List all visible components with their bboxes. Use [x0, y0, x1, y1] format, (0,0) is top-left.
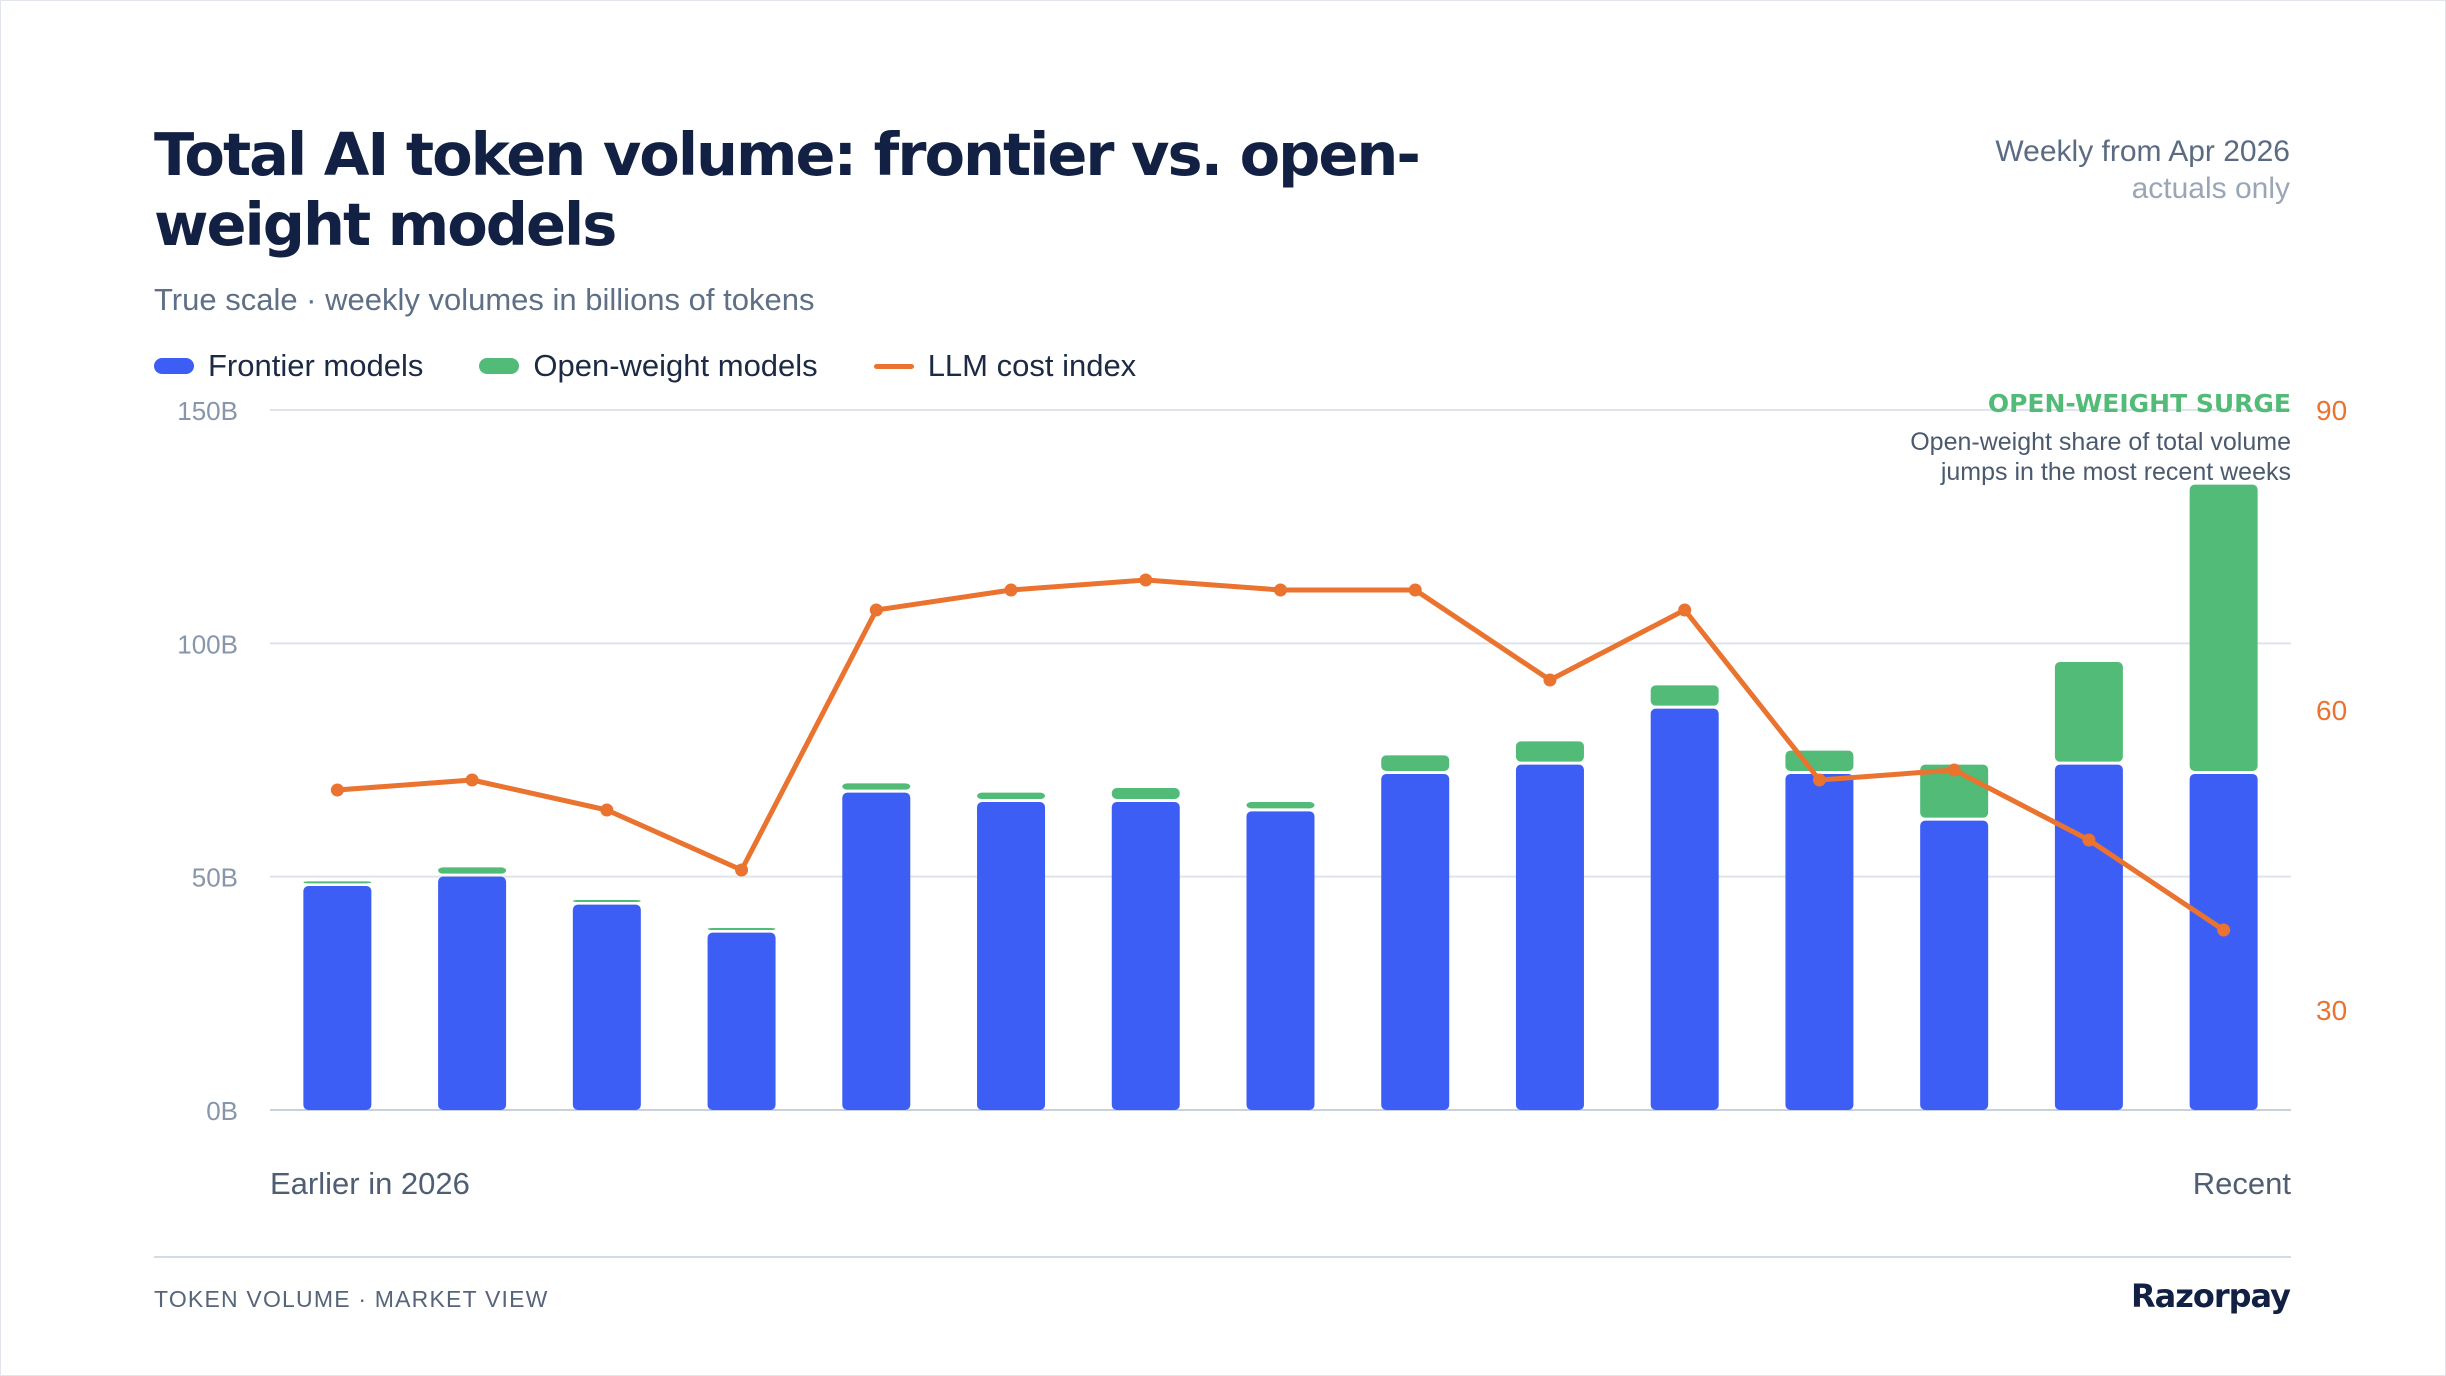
frontier-bar	[1785, 774, 1854, 1110]
y-tick-label: 0B	[206, 1096, 238, 1126]
legend-swatch-frontier	[154, 358, 194, 374]
cost-index-point	[735, 863, 749, 877]
cost-index-point	[1947, 763, 1961, 777]
y2-tick-label: 30	[2316, 995, 2347, 1026]
y2-tick-label: 60	[2316, 695, 2347, 726]
open-weight-bar	[1246, 802, 1315, 809]
x-label-end: Recent	[2193, 1166, 2292, 1201]
frontier-bar	[438, 876, 507, 1110]
footer-divider	[154, 1256, 2291, 1258]
open-weight-bar	[842, 783, 911, 790]
cost-index-point	[1274, 583, 1287, 597]
frontier-bar	[2189, 774, 2258, 1110]
x-label-start: Earlier in 2026	[270, 1166, 470, 1201]
cost-index-point	[869, 603, 883, 617]
footer-caption: TOKEN VOLUME · MARKET VIEW	[154, 1286, 549, 1312]
y-tick-label: 100B	[177, 629, 238, 659]
open-weight-bar	[977, 792, 1046, 799]
frontier-bar	[977, 802, 1046, 1110]
frontier-bar	[842, 792, 911, 1110]
cost-index-point	[1004, 583, 1018, 597]
frontier-bar	[303, 886, 372, 1110]
legend-item-cost-index: LLM cost index	[873, 348, 1137, 384]
cost-index-point	[2082, 833, 2096, 847]
legend-item-open-weight: Open-weight models	[479, 348, 818, 384]
surge-annotation: OPEN-WEIGHT SURGE Open-weight share of t…	[1910, 389, 2291, 486]
frontier-bar	[1515, 764, 1584, 1110]
frontier-bar	[1111, 802, 1180, 1110]
legend-item-frontier: Frontier models	[154, 348, 423, 384]
brand-logo: Razorpay	[2131, 1277, 2291, 1315]
y-tick-label: 150B	[177, 396, 238, 426]
legend-swatch-cost-index	[873, 363, 914, 369]
frontier-bar	[707, 932, 776, 1110]
period-qualifier: actuals only	[2131, 172, 2290, 205]
cost-index-point	[2217, 923, 2231, 937]
frontier-bar	[572, 904, 641, 1110]
axis-labels: 0B 50B 100B 150B 30 60 90 Earlier in 2026 Recent	[177, 395, 2347, 1201]
open-weight-bar	[707, 928, 776, 930]
cost-index-point	[1408, 583, 1422, 597]
cost-index-point	[1139, 573, 1153, 587]
chart-legend: Frontier models Open-weight models LLM c…	[154, 348, 1192, 384]
cost-index-point	[1812, 773, 1826, 787]
open-weight-bar	[1515, 741, 1584, 762]
chart-title: Total AI token volume: frontier vs. open…	[154, 120, 1421, 259]
frontier-bar	[2054, 764, 2123, 1110]
open-weight-bar	[438, 867, 507, 874]
cost-index-point	[1678, 603, 1692, 617]
annotation-line-2: jumps in the most recent weeks	[1940, 458, 2291, 486]
period-label: Weekly from Apr 2026	[1995, 135, 2290, 168]
legend-label-cost-index: LLM cost index	[927, 348, 1137, 383]
annotation-title: OPEN-WEIGHT SURGE	[1988, 389, 2291, 418]
open-weight-bar	[1381, 755, 1450, 771]
open-weight-bar	[303, 881, 372, 884]
cost-index-point	[465, 773, 479, 787]
legend-label-open-weight: Open-weight models	[533, 348, 818, 383]
legend-label-frontier: Frontier models	[208, 348, 424, 383]
cost-index-point	[330, 783, 344, 797]
open-weight-bar	[572, 900, 641, 902]
cost-index-point	[600, 803, 614, 817]
frontier-bar	[1920, 820, 1989, 1110]
open-weight-bar	[2189, 484, 2258, 771]
bar-series	[303, 484, 2258, 1110]
chart-subtitle: True scale · weekly volumes in billions …	[154, 282, 815, 317]
y2-tick-label: 90	[2316, 395, 2347, 426]
legend-swatch-open-weight	[479, 358, 520, 374]
open-weight-bar	[1111, 788, 1180, 799]
period-note: Weekly from Apr 2026 actuals only	[1995, 133, 2290, 207]
cost-line-series	[330, 573, 2231, 937]
frontier-bar	[1650, 708, 1719, 1110]
frontier-bar	[1381, 774, 1450, 1110]
open-weight-bar	[1650, 685, 1719, 706]
y-tick-label: 50B	[192, 863, 238, 893]
annotation-line-1: Open-weight share of total volume	[1910, 428, 2291, 456]
cost-index-point	[1543, 673, 1557, 687]
open-weight-bar	[2054, 662, 2123, 762]
frontier-bar	[1246, 811, 1315, 1110]
